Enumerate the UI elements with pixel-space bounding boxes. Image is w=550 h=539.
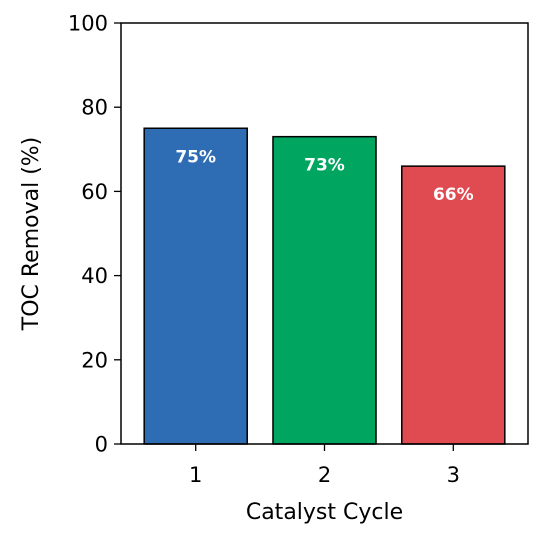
bar-cycle-3 xyxy=(401,165,506,445)
x-tick-label: 3 xyxy=(447,463,460,487)
x-tick-label: 2 xyxy=(318,463,331,487)
y-axis-title: TOC Removal (%) xyxy=(19,137,44,332)
bars-group xyxy=(143,127,506,445)
y-tick-label: 100 xyxy=(68,12,108,36)
bar-value-label: 75% xyxy=(175,147,216,167)
bar-value-label: 66% xyxy=(433,185,474,205)
bar-cycle-2 xyxy=(272,135,377,445)
bar-cycle-1 xyxy=(143,127,248,445)
y-tick-label: 0 xyxy=(95,433,108,457)
y-tick-label: 20 xyxy=(81,348,108,372)
x-tick-label: 1 xyxy=(189,463,202,487)
y-tick-label: 80 xyxy=(81,96,108,120)
y-axis-ticks: 0 20 40 60 80 100 xyxy=(68,12,121,457)
bar-value-label: 73% xyxy=(304,156,345,176)
x-axis-ticks: 1 2 3 xyxy=(189,444,460,487)
y-tick-label: 40 xyxy=(81,264,108,288)
y-tick-label: 60 xyxy=(81,180,108,204)
bar-labels-group: 75% 73% 66% xyxy=(175,147,473,205)
x-axis-title: Catalyst Cycle xyxy=(246,500,403,525)
